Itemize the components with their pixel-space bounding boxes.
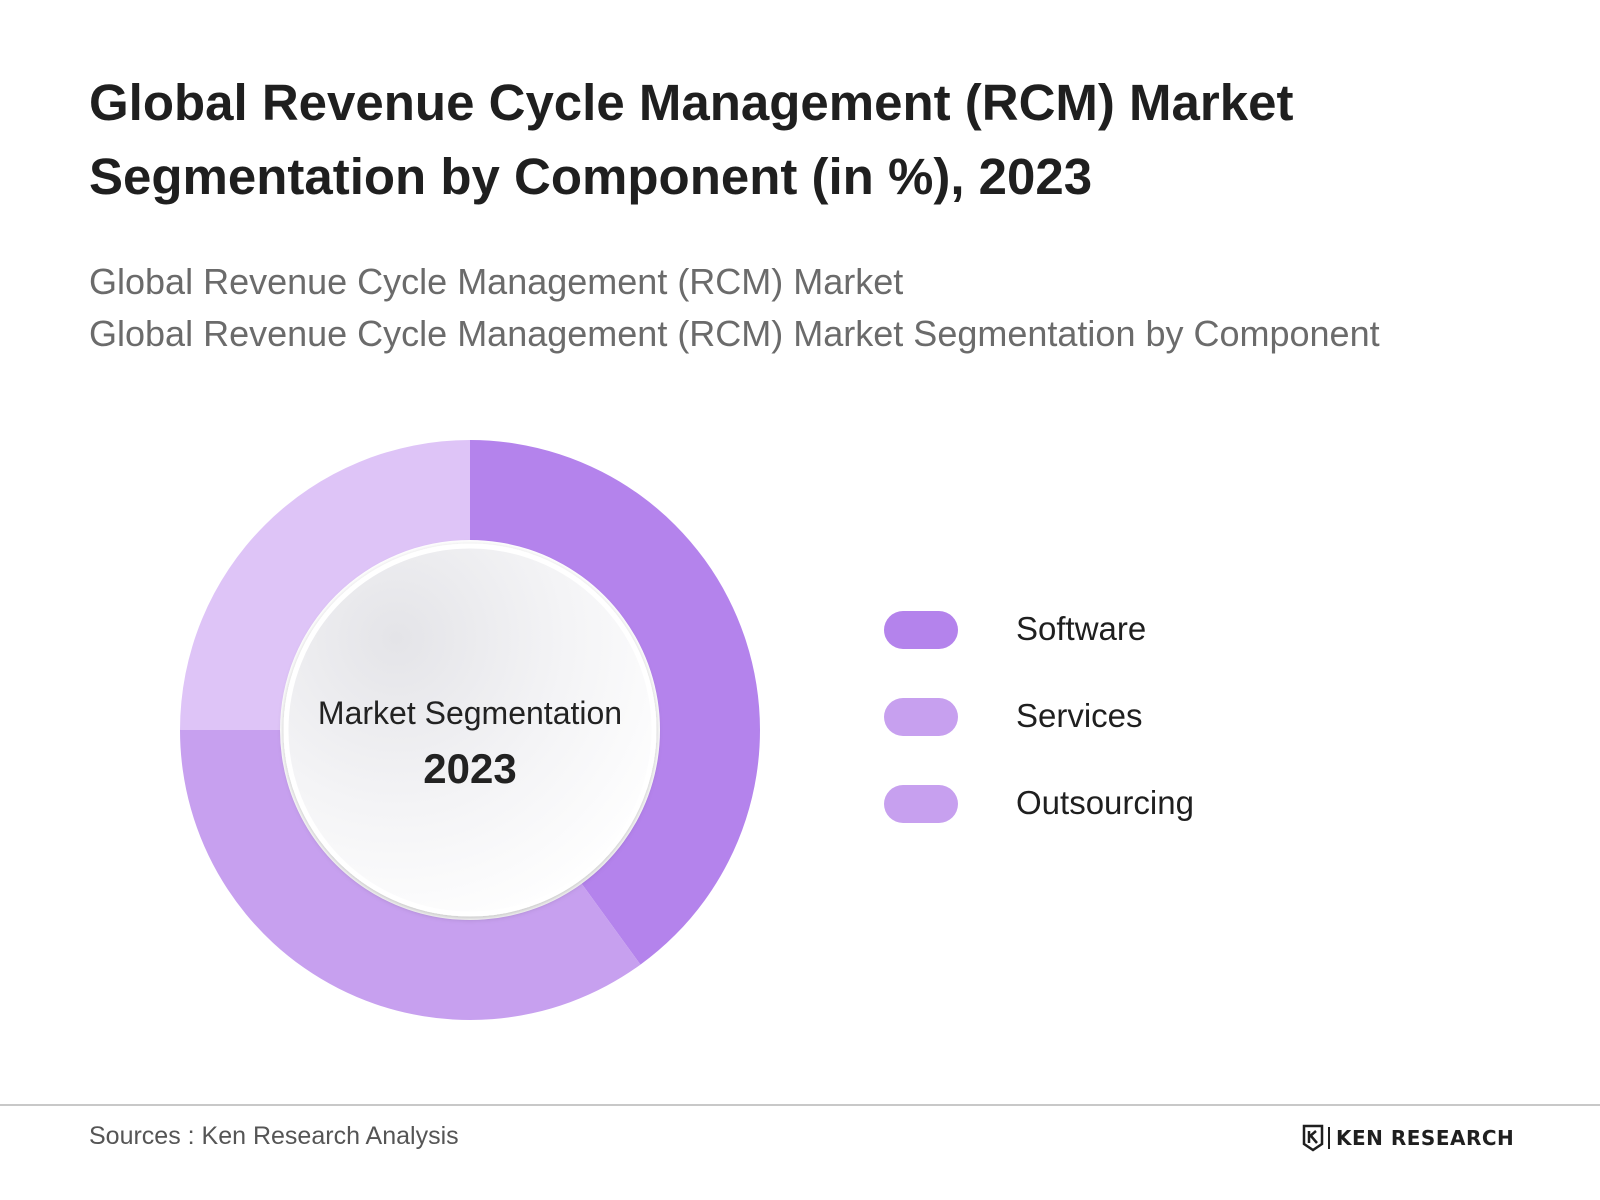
donut-center-disc: [283, 543, 657, 917]
footer-divider: [0, 1104, 1600, 1106]
sources-note: Sources : Ken Research Analysis: [89, 1122, 459, 1150]
legend-swatch-software: [884, 611, 958, 649]
logo-divider: [1328, 1127, 1330, 1149]
chart-subtitle: Global Revenue Cycle Management (RCM) Ma…: [89, 256, 1389, 360]
logo-wordmark: KEN RESEARCH: [1336, 1126, 1515, 1150]
ken-research-logo-icon: [1302, 1124, 1324, 1152]
ken-research-logo: KEN RESEARCH: [1302, 1123, 1514, 1153]
legend-swatch-outsourcing: [884, 785, 958, 823]
donut-slice-outsourcing: [180, 440, 470, 730]
chart-title: Global Revenue Cycle Management (RCM) Ma…: [89, 74, 1294, 205]
center-label: Market Segmentation: [318, 695, 622, 731]
center-year: 2023: [423, 745, 516, 792]
subtitle-line-1: Global Revenue Cycle Management (RCM) Ma…: [89, 261, 904, 302]
donut-slice-software: [470, 440, 760, 965]
legend-swatch-services: [884, 698, 958, 736]
legend-label-software: Software: [1016, 610, 1147, 647]
donut-chart: Market Segmentation 2023: [180, 440, 760, 1020]
legend-label-outsourcing: Outsourcing: [1016, 784, 1194, 821]
donut-slices: [180, 440, 760, 1020]
donut-slice-services: [180, 730, 641, 1020]
subtitle-line-2: Global Revenue Cycle Management (RCM) Ma…: [89, 313, 1380, 354]
legend-label-services: Services: [1016, 697, 1143, 734]
